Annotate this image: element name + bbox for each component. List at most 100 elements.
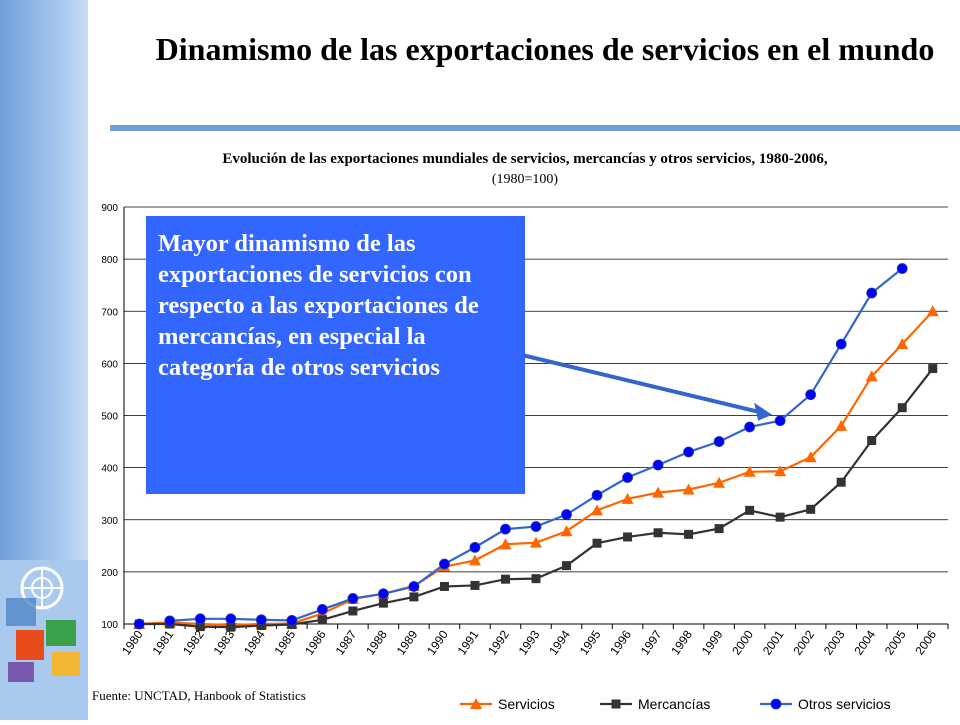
- data-point-mercancias: [592, 538, 602, 548]
- y-tick-label: 200: [101, 568, 118, 579]
- y-tick-label: 300: [101, 516, 118, 527]
- data-point-servicios: [835, 419, 848, 431]
- data-point-otros-servicios: [866, 287, 878, 299]
- x-tick-label: 2005: [882, 627, 909, 657]
- x-tick-label: 1997: [638, 627, 665, 657]
- callout-arrow: [521, 353, 763, 415]
- legend-label-servicios: Servicios: [498, 696, 555, 712]
- data-point-mercancias: [623, 532, 633, 542]
- data-point-mercancias: [500, 574, 510, 584]
- y-tick-label: 500: [101, 412, 118, 423]
- data-point-otros-servicios: [835, 338, 847, 350]
- chart-title: Evolución de las exportaciones mundiales…: [222, 151, 828, 167]
- data-point-mercancias: [348, 606, 358, 616]
- data-point-otros-servicios: [652, 459, 664, 471]
- data-point-servicios: [743, 465, 756, 477]
- x-tick-label: 1990: [424, 627, 451, 657]
- data-point-mercancias: [714, 524, 724, 534]
- x-tick-label: 1984: [241, 627, 268, 657]
- data-point-servicios: [530, 536, 542, 548]
- x-tick-label: 1983: [210, 627, 237, 657]
- data-point-servicios: [774, 465, 787, 477]
- data-point-servicios: [896, 338, 909, 350]
- data-point-mercancias: [317, 615, 327, 625]
- x-tick-label: 1987: [333, 627, 360, 657]
- data-point-mercancias: [562, 561, 572, 571]
- data-point-otros-servicios: [469, 541, 481, 553]
- x-tick-label: 1991: [455, 627, 482, 657]
- y-tick-label: 400: [101, 464, 118, 475]
- data-point-mercancias: [470, 580, 480, 590]
- data-point-otros-servicios: [683, 446, 694, 458]
- data-point-mercancias: [867, 436, 877, 446]
- x-tick-label: 1989: [394, 627, 421, 657]
- y-tick-label: 100: [101, 620, 118, 631]
- data-point-mercancias: [836, 477, 846, 487]
- data-point-mercancias: [409, 592, 419, 602]
- data-point-otros-servicios: [164, 615, 176, 627]
- data-point-otros-servicios: [805, 389, 817, 401]
- legend-marker-servicios: [470, 698, 482, 709]
- x-tick-label: 1998: [668, 627, 695, 657]
- data-point-servicios: [621, 492, 634, 504]
- data-point-mercancias: [928, 364, 938, 374]
- data-point-mercancias: [226, 622, 236, 632]
- data-point-otros-servicios: [439, 558, 450, 570]
- chart-subtitle: (1980=100): [491, 172, 559, 187]
- data-point-mercancias: [378, 598, 388, 608]
- data-point-mercancias: [195, 622, 205, 632]
- data-point-mercancias: [439, 581, 449, 591]
- x-tick-label: 1994: [546, 627, 573, 657]
- data-point-mercancias: [684, 529, 694, 539]
- data-point-mercancias: [775, 512, 785, 522]
- data-point-servicios: [499, 538, 512, 550]
- x-tick-label: 1999: [699, 627, 726, 657]
- x-tick-label: 1985: [272, 627, 299, 657]
- data-point-otros-servicios: [225, 613, 237, 625]
- slide-title: Dinamismo de las exportaciones de servic…: [155, 31, 935, 67]
- x-tick-label: 1981: [149, 627, 176, 657]
- data-point-otros-servicios: [194, 613, 206, 625]
- callout-box: Mayor dinamismo de las exportaciones de …: [146, 216, 525, 494]
- data-point-otros-servicios: [316, 604, 328, 615]
- data-point-otros-servicios: [774, 415, 786, 427]
- x-tick-label: 1982: [180, 627, 207, 657]
- legend-label-mercancias: Mercancías: [638, 696, 710, 712]
- x-tick-label: 1988: [363, 627, 390, 657]
- data-point-mercancias: [531, 574, 541, 584]
- data-point-otros-servicios: [744, 421, 756, 433]
- legend-marker-mercancias: [611, 699, 621, 709]
- y-tick-label: 800: [101, 255, 118, 266]
- data-point-otros-servicios: [713, 436, 725, 447]
- data-point-otros-servicios: [591, 489, 603, 501]
- data-point-otros-servicios: [133, 618, 145, 630]
- data-point-otros-servicios: [561, 509, 572, 520]
- data-point-servicios: [652, 486, 665, 498]
- data-point-servicios: [713, 476, 726, 488]
- data-point-servicios: [865, 370, 878, 382]
- data-point-otros-servicios: [530, 521, 542, 532]
- un-eclac-logo: [0, 560, 88, 720]
- title-divider: [110, 125, 960, 131]
- x-tick-label: 2001: [760, 627, 787, 657]
- x-tick-label: 2000: [729, 627, 756, 657]
- data-point-mercancias: [806, 504, 816, 514]
- source-note: Fuente: UNCTAD, Hanbook of Statistics: [92, 688, 306, 703]
- callout-arrowhead: [754, 402, 773, 421]
- data-point-servicios: [468, 554, 481, 566]
- data-point-otros-servicios: [408, 581, 420, 592]
- data-point-otros-servicios: [896, 263, 908, 274]
- data-point-mercancias: [745, 505, 755, 515]
- x-tick-label: 1995: [577, 627, 604, 657]
- data-point-servicios: [560, 525, 573, 537]
- x-tick-label: 2002: [790, 627, 817, 657]
- data-point-mercancias: [897, 403, 907, 413]
- data-point-mercancias: [256, 621, 266, 631]
- data-point-otros-servicios: [286, 614, 298, 626]
- x-tick-label: 1986: [302, 627, 329, 657]
- data-point-mercancias: [653, 528, 663, 538]
- x-tick-label: 2006: [912, 627, 939, 657]
- data-point-servicios: [926, 305, 939, 317]
- x-tick-label: 1996: [607, 627, 634, 657]
